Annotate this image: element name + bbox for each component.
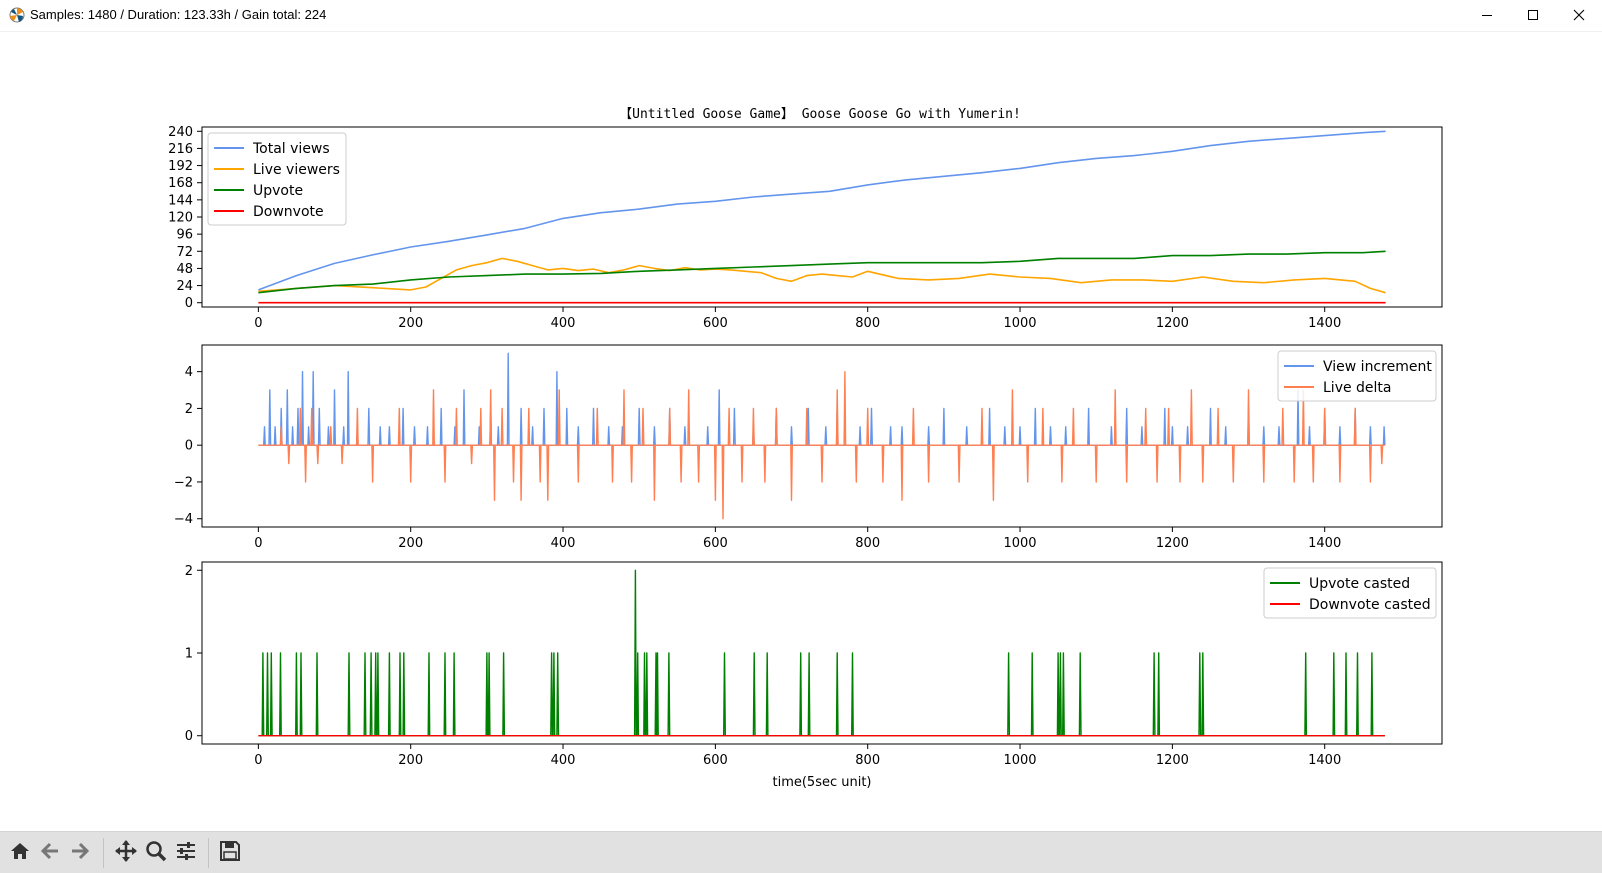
x-tick-label: 400 <box>551 316 576 331</box>
x-tick-label: 200 <box>398 536 423 551</box>
y-tick-label: 2 <box>185 564 193 579</box>
y-tick-label: −2 <box>174 475 193 490</box>
matplotlib-logo-icon <box>9 7 25 23</box>
x-tick-label: 200 <box>398 316 423 331</box>
x-tick-label: 800 <box>855 316 880 331</box>
y-tick-label: 0 <box>185 296 193 311</box>
y-tick-label: 48 <box>176 262 193 277</box>
home-button[interactable] <box>7 840 33 866</box>
x-tick-label: 1000 <box>1003 316 1036 331</box>
save-icon <box>219 840 241 866</box>
legend-entry: Downvote casted <box>1309 597 1431 613</box>
y-tick-label: 2 <box>185 402 193 417</box>
axes-3: 0 200 400 600 800 1000 1200 1400 0 1 2 Upvote caste… <box>185 561 1443 790</box>
x-tick-label: 0 <box>254 316 262 331</box>
legend: View increment Live delta <box>1277 350 1437 402</box>
minimize-icon <box>1481 6 1493 25</box>
x-tick-label: 1400 <box>1308 316 1341 331</box>
home-icon <box>9 840 31 866</box>
maximize-button[interactable] <box>1510 0 1556 31</box>
back-button[interactable] <box>37 840 63 866</box>
forward-button[interactable] <box>67 840 93 866</box>
legend-frame <box>1263 567 1437 619</box>
x-tick-label: 800 <box>855 753 880 768</box>
series-line-upvote-casted <box>258 569 1385 737</box>
legend-frame <box>207 132 347 226</box>
y-tick-label: −4 <box>174 512 193 527</box>
y-tick-label: 168 <box>168 176 193 191</box>
x-tick-label: 400 <box>551 753 576 768</box>
y-tick-label: 72 <box>176 245 193 260</box>
series-line-upvote <box>258 250 1386 294</box>
y-tick-label: 0 <box>185 439 193 454</box>
legend: Total views Live viewers Upvote Downvote <box>207 132 347 226</box>
window-title: Samples: 1480 / Duration: 123.33h / Gain… <box>30 7 327 22</box>
x-tick-label: 1400 <box>1308 753 1341 768</box>
axes-frame <box>201 561 1443 745</box>
x-tick-label: 0 <box>254 536 262 551</box>
back-icon <box>39 840 61 866</box>
series-line-live-viewers <box>258 257 1386 294</box>
x-tick-label: 1200 <box>1156 316 1189 331</box>
legend-entry: Upvote casted <box>1309 576 1410 592</box>
axes-1: 0 200 400 600 800 1000 1200 1400 0 24 48 72 96 120 144… <box>168 125 1443 331</box>
x-tick-label: 1000 <box>1003 536 1036 551</box>
legend-entry: View increment <box>1323 359 1432 375</box>
x-tick-label: 600 <box>703 536 728 551</box>
toolbar-separator <box>208 838 209 868</box>
figure-title: 【Untitled Goose Game】 Goose Goose Go wit… <box>619 107 1021 122</box>
x-axis-label: time(5sec unit) <box>772 775 871 790</box>
legend-entry: Downvote <box>253 204 324 220</box>
toolbar-separator <box>103 838 104 868</box>
forward-icon <box>69 840 91 866</box>
save-button[interactable] <box>217 840 243 866</box>
axes-2: 0 200 400 600 800 1000 1200 1400 −4 −2 0 2 4 View inc… <box>174 344 1443 551</box>
y-tick-label: 192 <box>168 159 193 174</box>
x-tick-label: 200 <box>398 753 423 768</box>
x-tick-label: 0 <box>254 753 262 768</box>
pan-icon <box>115 840 137 866</box>
y-tick-label: 240 <box>168 125 193 140</box>
x-tick-label: 1400 <box>1308 536 1341 551</box>
y-tick-label: 0 <box>185 729 193 744</box>
window-titlebar: Samples: 1480 / Duration: 123.33h / Gain… <box>0 0 1602 32</box>
y-tick-label: 144 <box>168 193 193 208</box>
series-line-live-delta <box>258 371 1385 520</box>
y-tick-label: 4 <box>185 365 193 380</box>
x-tick-label: 1200 <box>1156 536 1189 551</box>
x-tick-label: 600 <box>703 316 728 331</box>
axes-frame <box>201 126 1443 308</box>
x-tick-label: 400 <box>551 536 576 551</box>
legend-entry: Total views <box>252 141 330 157</box>
close-icon <box>1573 6 1585 25</box>
x-tick-label: 1200 <box>1156 753 1189 768</box>
close-button[interactable] <box>1556 0 1602 31</box>
legend-frame <box>1277 350 1437 402</box>
series-line-total-views <box>258 130 1386 291</box>
legend-entry: Upvote <box>253 183 303 199</box>
navigation-toolbar <box>0 831 1602 873</box>
zoom-icon <box>145 840 167 866</box>
x-tick-label: 1000 <box>1003 753 1036 768</box>
figure-svg: 【Untitled Goose Game】 Goose Goose Go wit… <box>168 107 1443 790</box>
y-tick-label: 1 <box>185 647 193 662</box>
legend-entry: Live delta <box>1323 380 1392 396</box>
axes-frame <box>201 344 1443 528</box>
pan-button[interactable] <box>113 840 139 866</box>
x-tick-label: 600 <box>703 753 728 768</box>
y-tick-label: 24 <box>176 279 193 294</box>
maximize-icon <box>1527 6 1539 25</box>
series-line-view-increment <box>258 352 1386 446</box>
y-tick-label: 216 <box>168 142 193 157</box>
y-tick-label: 120 <box>168 211 193 226</box>
y-tick-label: 96 <box>176 228 193 243</box>
configure-subplots-icon <box>175 840 197 866</box>
configure-subplots-button[interactable] <box>173 840 199 866</box>
x-tick-label: 800 <box>855 536 880 551</box>
minimize-button[interactable] <box>1464 0 1510 31</box>
figure-canvas[interactable]: 【Untitled Goose Game】 Goose Goose Go wit… <box>0 31 1602 831</box>
zoom-button[interactable] <box>143 840 169 866</box>
legend: Upvote casted Downvote casted <box>1263 567 1437 619</box>
legend-entry: Live viewers <box>253 162 340 178</box>
